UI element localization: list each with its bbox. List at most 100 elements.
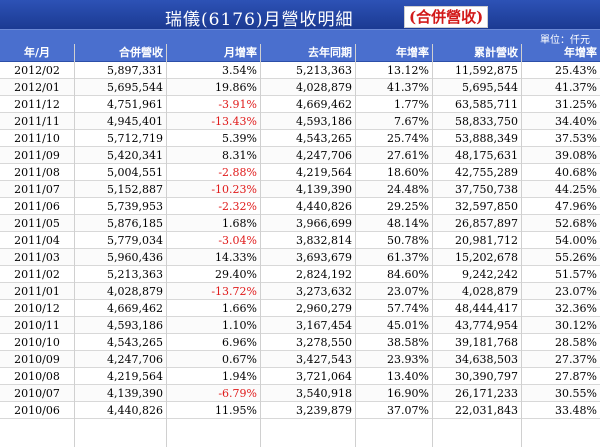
- cell-cumulative-yoy: 39.08%: [555, 149, 597, 162]
- cell-yoy: 16.90%: [387, 387, 429, 400]
- cell-last-year: 5,213,363: [296, 64, 352, 77]
- cell-yoy: 23.07%: [387, 285, 429, 298]
- cell-revenue: 4,028,879: [107, 285, 163, 298]
- cell-mom: 29.40%: [215, 268, 257, 281]
- column-divider: [260, 44, 261, 447]
- cell-yoy: 37.07%: [387, 404, 429, 417]
- cell-mom: 19.86%: [215, 81, 257, 94]
- cell-year-month: 2011/07: [14, 183, 60, 196]
- cell-year-month: 2011/09: [14, 149, 60, 162]
- table-row: 2011/10 5,712,719 5.39% 4,543,265 25.74% 53,8…: [0, 130, 600, 147]
- unit-row: 單位：仟元: [0, 30, 600, 46]
- cell-mom: -6.79%: [218, 387, 257, 400]
- cell-cumulative-yoy: 52.68%: [555, 217, 597, 230]
- cell-cumulative: 20,981,712: [455, 234, 518, 247]
- cell-cumulative: 15,202,678: [455, 251, 518, 264]
- cell-cumulative: 30,390,797: [455, 370, 518, 383]
- cell-cumulative-yoy: 32.36%: [555, 302, 597, 315]
- cell-year-month: 2010/08: [14, 370, 60, 383]
- cell-yoy: 41.37%: [387, 81, 429, 94]
- cell-yoy: 57.74%: [387, 302, 429, 315]
- cell-cumulative: 37,750,738: [455, 183, 518, 196]
- table-row: 2010/08 4,219,564 1.94% 3,721,064 13.40% 30,3…: [0, 368, 600, 385]
- cell-mom: 0.67%: [222, 353, 257, 366]
- cell-year-month: 2011/06: [14, 200, 60, 213]
- cell-revenue: 5,960,436: [107, 251, 163, 264]
- cell-revenue: 5,779,034: [107, 234, 163, 247]
- header-cumulative-yoy: 年增率: [564, 46, 597, 59]
- cell-year-month: 2011/02: [14, 268, 60, 281]
- cell-cumulative-yoy: 47.96%: [555, 200, 597, 213]
- cell-cumulative: 53,888,349: [455, 132, 518, 145]
- cell-year-month: 2011/08: [14, 166, 60, 179]
- cell-cumulative: 58,833,750: [455, 115, 518, 128]
- cell-cumulative-yoy: 31.25%: [555, 98, 597, 111]
- header-year-month: 年/月: [23, 46, 51, 59]
- cell-cumulative: 32,597,850: [455, 200, 518, 213]
- cell-cumulative-yoy: 40.68%: [555, 166, 597, 179]
- cell-yoy: 84.60%: [387, 268, 429, 281]
- cell-yoy: 13.12%: [387, 64, 429, 77]
- cell-mom: 1.10%: [222, 319, 257, 332]
- table-row: 2011/04 5,779,034 -3.04% 3,832,814 50.78% 20,…: [0, 232, 600, 249]
- cell-revenue: 4,139,390: [107, 387, 163, 400]
- cell-last-year: 4,669,462: [296, 98, 352, 111]
- cell-cumulative-yoy: 41.37%: [555, 81, 597, 94]
- cell-revenue: 4,945,401: [107, 115, 163, 128]
- table-row: 2010/09 4,247,706 0.67% 3,427,543 23.93% 34,6…: [0, 351, 600, 368]
- table-row: 2010/10 4,543,265 6.96% 3,278,550 38.58% 39,1…: [0, 334, 600, 351]
- unit-label: 單位：仟元: [540, 35, 590, 46]
- cell-cumulative: 63,585,711: [455, 98, 518, 111]
- table-row: 2011/03 5,960,436 14.33% 3,693,679 61.37% 15,…: [0, 249, 600, 266]
- cell-revenue: 4,669,462: [107, 302, 163, 315]
- table-row: 2010/06 4,440,826 11.95% 3,239,879 37.07% 22,…: [0, 402, 600, 419]
- cell-last-year: 3,693,679: [296, 251, 352, 264]
- cell-cumulative-yoy: 27.37%: [555, 353, 597, 366]
- cell-last-year: 3,427,543: [296, 353, 352, 366]
- cell-mom: -3.04%: [218, 234, 257, 247]
- cell-last-year: 3,167,454: [296, 319, 352, 332]
- title-tag: (合併營收): [404, 6, 489, 28]
- table-row: 2011/08 5,004,551 -2.88% 4,219,564 18.60% 42,…: [0, 164, 600, 181]
- cell-mom: -13.72%: [211, 285, 257, 298]
- table-row: 2011/05 5,876,185 1.68% 3,966,699 48.14% 26,8…: [0, 215, 600, 232]
- cell-last-year: 4,440,826: [296, 200, 352, 213]
- cell-revenue: 4,440,826: [107, 404, 163, 417]
- cell-cumulative: 43,774,954: [455, 319, 518, 332]
- cell-year-month: 2010/11: [14, 319, 60, 332]
- cell-cumulative-yoy: 25.43%: [555, 64, 597, 77]
- cell-last-year: 4,139,390: [296, 183, 352, 196]
- cell-revenue: 5,897,331: [107, 64, 163, 77]
- cell-cumulative-yoy: 30.12%: [555, 319, 597, 332]
- cell-yoy: 7.67%: [394, 115, 429, 128]
- cell-year-month: 2011/10: [14, 132, 60, 145]
- cell-mom: -13.43%: [211, 115, 257, 128]
- cell-yoy: 24.48%: [387, 183, 429, 196]
- cell-cumulative: 11,592,875: [455, 64, 518, 77]
- cell-yoy: 50.78%: [387, 234, 429, 247]
- cell-revenue: 4,219,564: [107, 370, 163, 383]
- cell-cumulative-yoy: 30.55%: [555, 387, 597, 400]
- cell-cumulative-yoy: 34.40%: [555, 115, 597, 128]
- cell-last-year: 3,273,632: [296, 285, 352, 298]
- table-row: 2012/01 5,695,544 19.86% 4,028,879 41.37% 5,6…: [0, 79, 600, 96]
- column-divider: [355, 44, 356, 447]
- cell-mom: 11.95%: [215, 404, 257, 417]
- cell-mom: -10.23%: [211, 183, 257, 196]
- title-bar: 瑞儀(6176)月營收明細 (合併營收): [0, 0, 600, 30]
- table-row: 2011/11 4,945,401 -13.43% 4,593,186 7.67% 58,…: [0, 113, 600, 130]
- cell-revenue: 4,751,961: [107, 98, 163, 111]
- table-row: 2010/12 4,669,462 1.66% 2,960,279 57.74% 48,4…: [0, 300, 600, 317]
- cell-yoy: 23.93%: [387, 353, 429, 366]
- column-divider: [74, 44, 75, 447]
- cell-revenue: 4,247,706: [107, 353, 163, 366]
- cell-year-month: 2012/01: [14, 81, 60, 94]
- cell-year-month: 2011/03: [14, 251, 60, 264]
- cell-last-year: 3,966,699: [296, 217, 352, 230]
- table-row: 2011/12 4,751,961 -3.91% 4,669,462 1.77% 63,5…: [0, 96, 600, 113]
- cell-yoy: 38.58%: [387, 336, 429, 349]
- cell-cumulative-yoy: 51.57%: [555, 268, 597, 281]
- cell-last-year: 3,239,879: [296, 404, 352, 417]
- cell-last-year: 3,721,064: [296, 370, 352, 383]
- cell-cumulative: 5,695,544: [462, 81, 518, 94]
